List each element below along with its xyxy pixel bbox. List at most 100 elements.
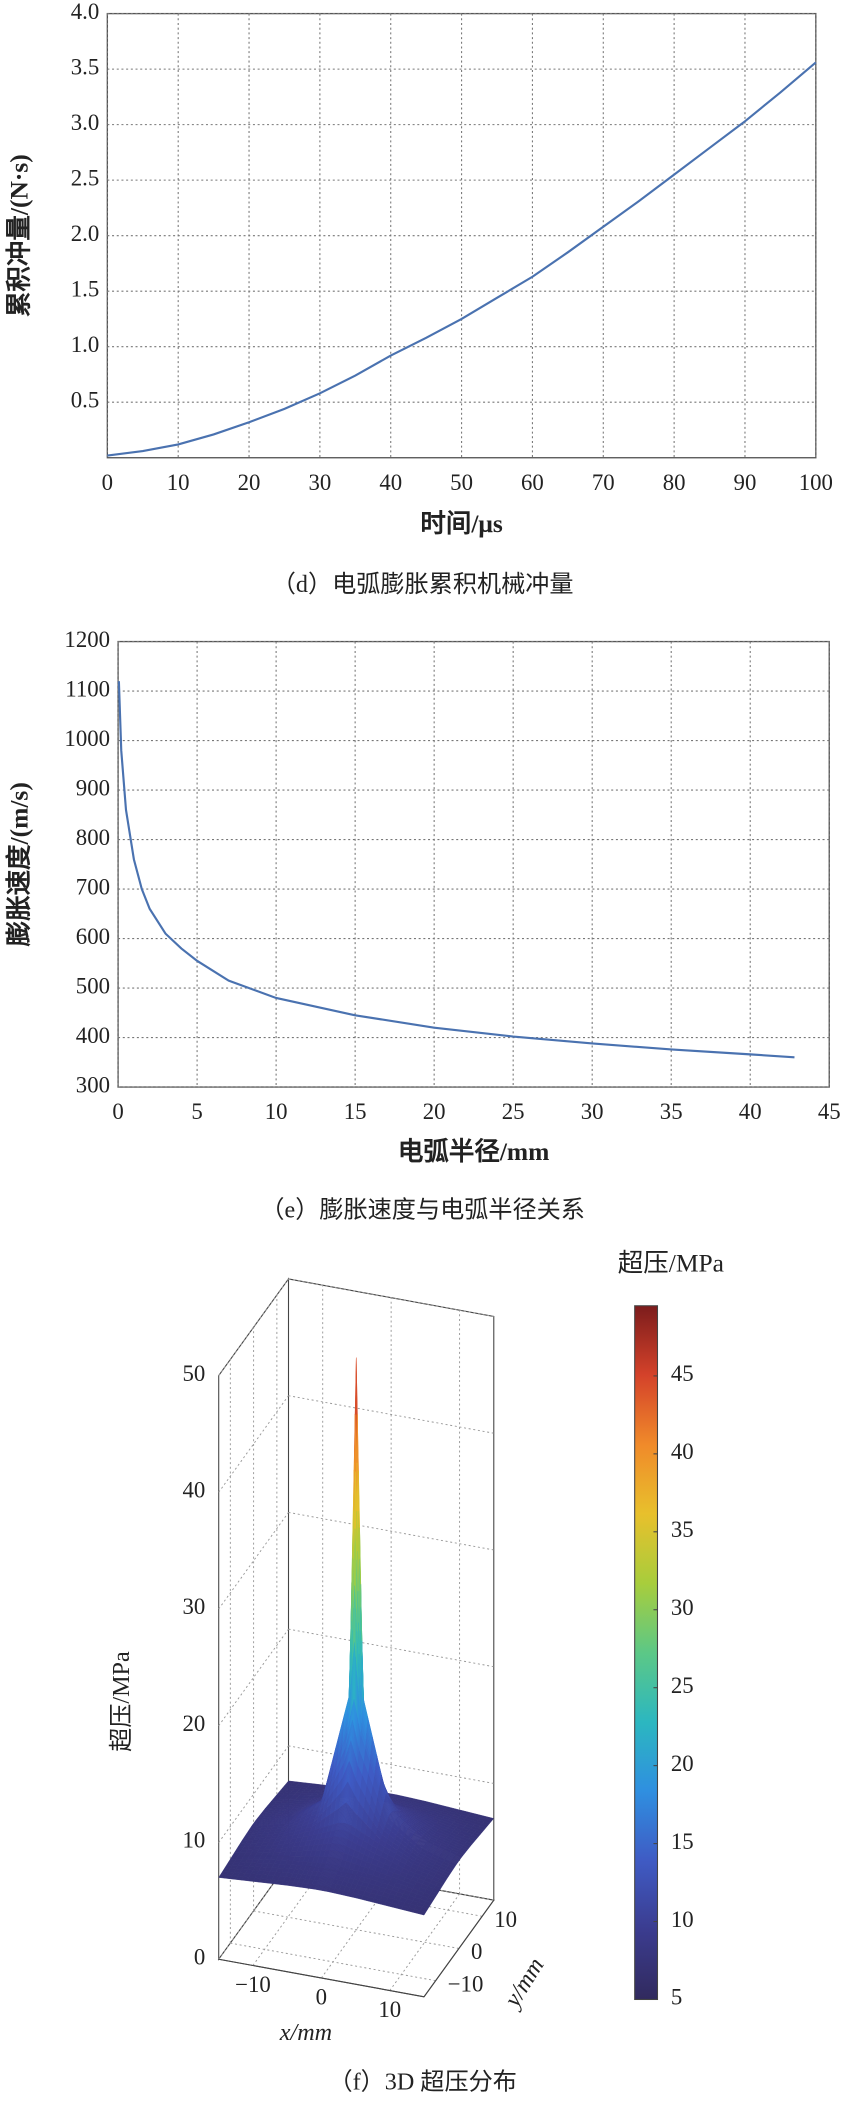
x-tick-label: −10: [235, 1972, 271, 1997]
surface-patch: [366, 1843, 414, 1885]
caption: （f）3D 超压分布: [328, 2069, 516, 2096]
grid-line: [230, 1942, 436, 1982]
y-tick-label: 4.0: [71, 0, 100, 24]
data-line: [117, 681, 795, 1059]
plot-area: [117, 640, 830, 1088]
colorbar-tick-label: 10: [671, 1907, 694, 1932]
y-tick-label: 500: [76, 973, 110, 998]
grid-line: [253, 1910, 459, 1949]
z-tick-label: 10: [183, 1828, 206, 1853]
colorbar-tick-label: 35: [671, 1517, 694, 1542]
data-line: [107, 61, 817, 457]
colorbar-tick-label: 15: [671, 1829, 694, 1854]
y-axis-label: 膨胀速度/(m/s): [4, 782, 33, 946]
surface-patch: [412, 1848, 457, 1879]
surface-patch: [387, 1813, 425, 1849]
grid-line: [218, 1628, 289, 1727]
surface-patch: [424, 1841, 462, 1862]
x-tick-label: 30: [308, 470, 331, 495]
axis-edge: [423, 1899, 495, 1998]
grid-line: [288, 1511, 494, 1551]
z-axis-label: 超压/MPa: [108, 1651, 135, 1752]
x-tick-label: 70: [592, 470, 615, 495]
y-tick-label: 1100: [65, 676, 110, 701]
x-tick-label: 80: [663, 470, 686, 495]
surface-patch: [252, 1859, 300, 1886]
y-tick-label: 600: [76, 924, 110, 949]
surface-patch: [447, 1809, 495, 1833]
x-tick-label: 10: [265, 1099, 288, 1124]
z-tick-label: 30: [183, 1594, 206, 1619]
y-tick-label: 1000: [64, 726, 110, 751]
colorbar-title: 超压/MPa: [618, 1248, 724, 1277]
y-tick-label: 3.5: [71, 54, 100, 79]
colorbar-tick-label: 30: [671, 1595, 694, 1620]
y-tick-label: 700: [76, 874, 110, 899]
x-tick-label: 25: [502, 1099, 525, 1124]
x-tick-label: 100: [799, 470, 833, 495]
surface-patch: [355, 1873, 402, 1907]
surface-patch: [264, 1830, 311, 1862]
y-tick-label: 3.0: [71, 110, 100, 135]
z-tick-label: 50: [183, 1361, 206, 1386]
surface-patch: [401, 1809, 449, 1832]
y-tick-label: 1.0: [71, 332, 100, 357]
surface-patch: [389, 1884, 436, 1916]
surface-patch: [250, 1820, 289, 1827]
surface-patch: [360, 1697, 391, 1819]
surface-patch: [327, 1866, 368, 1899]
x-tick-label: 20: [423, 1099, 446, 1124]
surface-patch: [319, 1694, 350, 1806]
x-axis-label: 时间/μs: [420, 509, 502, 538]
x-tick-label: 50: [450, 470, 473, 495]
y-tick-label: 1200: [64, 627, 110, 652]
surface-patch: [325, 1822, 345, 1866]
surface-patch: [241, 1823, 286, 1841]
x-tick-label: 40: [379, 470, 402, 495]
x-tick-label: 45: [818, 1099, 841, 1124]
y-tick-label: 400: [76, 1023, 110, 1048]
surface-patch: [392, 1811, 437, 1843]
colorbar-tick-label: 20: [671, 1751, 694, 1776]
surface-patch: [351, 1735, 389, 1844]
surface-patch: [314, 1863, 334, 1891]
caption: （e）膨胀速度与电弧半径关系: [260, 1196, 585, 1223]
y-tick-label: 2.5: [71, 165, 100, 190]
y-tick-label: 10: [494, 1907, 517, 1932]
surface-cell: [417, 1910, 427, 1916]
grid-line: [288, 1745, 494, 1784]
surface-patch: [426, 1831, 471, 1858]
surface-patch: [287, 1798, 325, 1821]
grid-line: [218, 1745, 289, 1843]
surface-patch: [229, 1838, 277, 1860]
z-tick-label: 20: [183, 1711, 206, 1736]
y-tick-label: 900: [76, 775, 110, 800]
x-axis-label: 电弧半径/mm: [398, 1137, 549, 1166]
x-tick-label: 20: [238, 470, 261, 495]
x-tick-label: 10: [378, 1997, 401, 2022]
caption: （d）电弧膨胀累积机械冲量: [272, 571, 574, 598]
y-tick-label: 0.5: [71, 387, 100, 412]
surface-patch: [353, 1357, 364, 1736]
x-tick-label: 40: [739, 1099, 762, 1124]
surface-patch: [435, 1819, 483, 1847]
y-tick-label: −10: [448, 1971, 484, 1996]
surface-patch: [321, 1864, 341, 1892]
x-tick-label: 90: [734, 470, 757, 495]
y-tick-label: 1.5: [71, 276, 100, 301]
grid-line: [218, 1512, 289, 1610]
surface-patch: [337, 1699, 355, 1824]
z-tick-label: 40: [183, 1478, 206, 1503]
y-tick-label: 0: [471, 1939, 482, 1964]
x-tick-label: 0: [112, 1099, 123, 1124]
y-tick-label: 800: [76, 825, 110, 850]
surface-patch: [310, 1733, 348, 1832]
x-tick-label: 0: [316, 1985, 327, 2010]
surface-patch: [390, 1811, 428, 1846]
surface-patch: [339, 1825, 380, 1874]
surface-patch: [286, 1860, 327, 1890]
x-tick-label: 35: [660, 1099, 683, 1124]
colorbar-tick-label: 5: [671, 1985, 682, 2010]
x-tick-label: 5: [191, 1099, 202, 1124]
